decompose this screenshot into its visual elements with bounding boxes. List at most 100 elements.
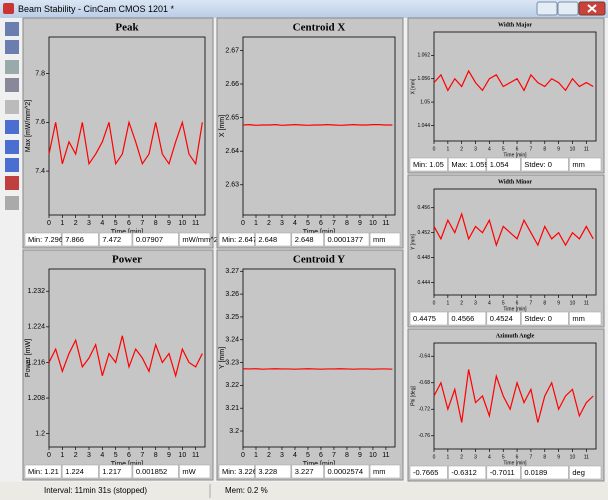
x-tick-label: 0 [433, 146, 436, 152]
minimize-button[interactable] [536, 1, 558, 16]
stat-cell [409, 465, 448, 480]
x-axis-label: Time [min] [303, 461, 335, 468]
y-tick-label: -0.76 [419, 433, 431, 439]
stat-value: mm [373, 235, 386, 244]
close-glyph [587, 4, 597, 13]
plot-area [433, 31, 597, 142]
y-tick-label: -0.72 [419, 407, 431, 413]
stat-value: 0.4524 [490, 314, 513, 323]
x-axis-label: Time [min] [503, 460, 527, 466]
chart-title: Power [112, 254, 142, 266]
plot-area [48, 36, 206, 216]
stat-cell [99, 464, 133, 479]
y-tick-label: 2.66 [225, 81, 239, 88]
save-as-icon[interactable] [5, 40, 19, 54]
y-tick-label: 7.4 [35, 168, 45, 175]
crosshair-icon[interactable] [5, 120, 19, 134]
target-icon[interactable] [5, 176, 19, 190]
stat-cell [448, 157, 487, 172]
x-tick-label: 1 [60, 452, 64, 459]
x-tick-label: 8 [345, 220, 349, 227]
data-line [433, 211, 594, 248]
y-tick-label: 3.26 [225, 291, 239, 298]
stat-cell [369, 232, 401, 247]
stat-value: 7.472 [102, 235, 121, 244]
x-tick-label: 6 [516, 300, 519, 306]
x-tick-label: 2 [74, 220, 78, 227]
x-tick-label: 5 [502, 146, 505, 152]
stat-value: Max: 1.059 [451, 160, 488, 169]
x-tick-label: 1 [446, 146, 449, 152]
x-tick-label: 10 [369, 452, 377, 459]
x-tick-label: 10 [570, 146, 576, 152]
tools-icon[interactable] [5, 100, 19, 114]
stat-value: 0.0189 [524, 468, 547, 477]
x-tick-label: 8 [543, 300, 546, 306]
x-tick-label: 1 [254, 220, 258, 227]
x-tick-label: 3 [474, 454, 477, 460]
x-tick-label: 2 [267, 452, 271, 459]
x-tick-label: 11 [192, 220, 199, 227]
y-tick-label: 0.448 [417, 255, 430, 261]
x-tick-label: 6 [127, 220, 131, 227]
data-line [48, 120, 203, 166]
stat-value: deg [572, 468, 585, 477]
maximize-button[interactable] [557, 1, 579, 16]
x-tick-label: 4 [293, 220, 297, 227]
x-tick-label: 10 [178, 220, 186, 227]
x-tick-label: 5 [306, 452, 310, 459]
x-tick-label: 2 [460, 300, 463, 306]
stat-cell [521, 157, 569, 172]
y-tick-label: 0.456 [417, 205, 430, 211]
x-tick-label: 3 [87, 220, 91, 227]
chart-title: Centroid Y [293, 254, 345, 266]
note-icon[interactable] [5, 196, 19, 210]
stat-value: 3.228 [258, 467, 277, 476]
copy-icon[interactable] [5, 60, 19, 74]
clear-icon[interactable] [5, 78, 19, 92]
stat-cell [99, 232, 133, 247]
status-interval: Interval: 11min 31s (stopped) [44, 486, 147, 495]
stat-value: Min: 1.05 [413, 160, 444, 169]
x-tick-label: 2 [267, 220, 271, 227]
x-tick-label: 6 [516, 454, 519, 460]
stat-value: 0.07907 [136, 235, 163, 244]
crosshair3-icon[interactable] [5, 158, 19, 172]
x-axis-label: Time [min] [111, 229, 143, 236]
x-tick-label: 6 [516, 146, 519, 152]
stat-value: Min: 1.21 [28, 467, 59, 476]
y-tick-label: 2.63 [225, 182, 239, 189]
x-tick-label: 7 [332, 452, 336, 459]
y-tick-label: 3.21 [225, 405, 239, 412]
y-tick-label: 3.22 [225, 382, 239, 389]
stat-value: -0.6312 [451, 468, 476, 477]
stat-cell [132, 464, 179, 479]
stat-cell [218, 232, 255, 247]
x-tick-label: 5 [306, 220, 310, 227]
x-tick-label: 4 [100, 452, 104, 459]
y-tick-label: 1.044 [417, 123, 430, 129]
y-tick-label: 1.216 [27, 359, 45, 366]
stat-value: -0.7011 [490, 468, 515, 477]
x-tick-label: 2 [460, 454, 463, 460]
x-tick-label: 11 [584, 454, 589, 460]
y-axis-label: Y [mm] [410, 234, 416, 250]
chart-title: Azimuth Angle [496, 333, 535, 339]
stat-cell [255, 464, 292, 479]
crosshair2-icon[interactable] [5, 140, 19, 154]
stat-value: mm [572, 160, 585, 169]
x-tick-label: 8 [543, 454, 546, 460]
x-tick-label: 11 [192, 452, 199, 459]
save-icon[interactable] [5, 22, 19, 36]
x-tick-label: 7 [530, 300, 533, 306]
stat-cell [61, 232, 99, 247]
x-tick-label: 0 [433, 300, 436, 306]
x-tick-label: 8 [345, 452, 349, 459]
x-tick-label: 7 [530, 146, 533, 152]
x-tick-label: 4 [488, 300, 491, 306]
y-tick-label: 1.05 [420, 99, 430, 105]
x-tick-label: 5 [114, 220, 118, 227]
stat-value: mW/mm^2 [182, 235, 218, 244]
stat-value: mm [373, 467, 386, 476]
stat-cell [255, 232, 292, 247]
